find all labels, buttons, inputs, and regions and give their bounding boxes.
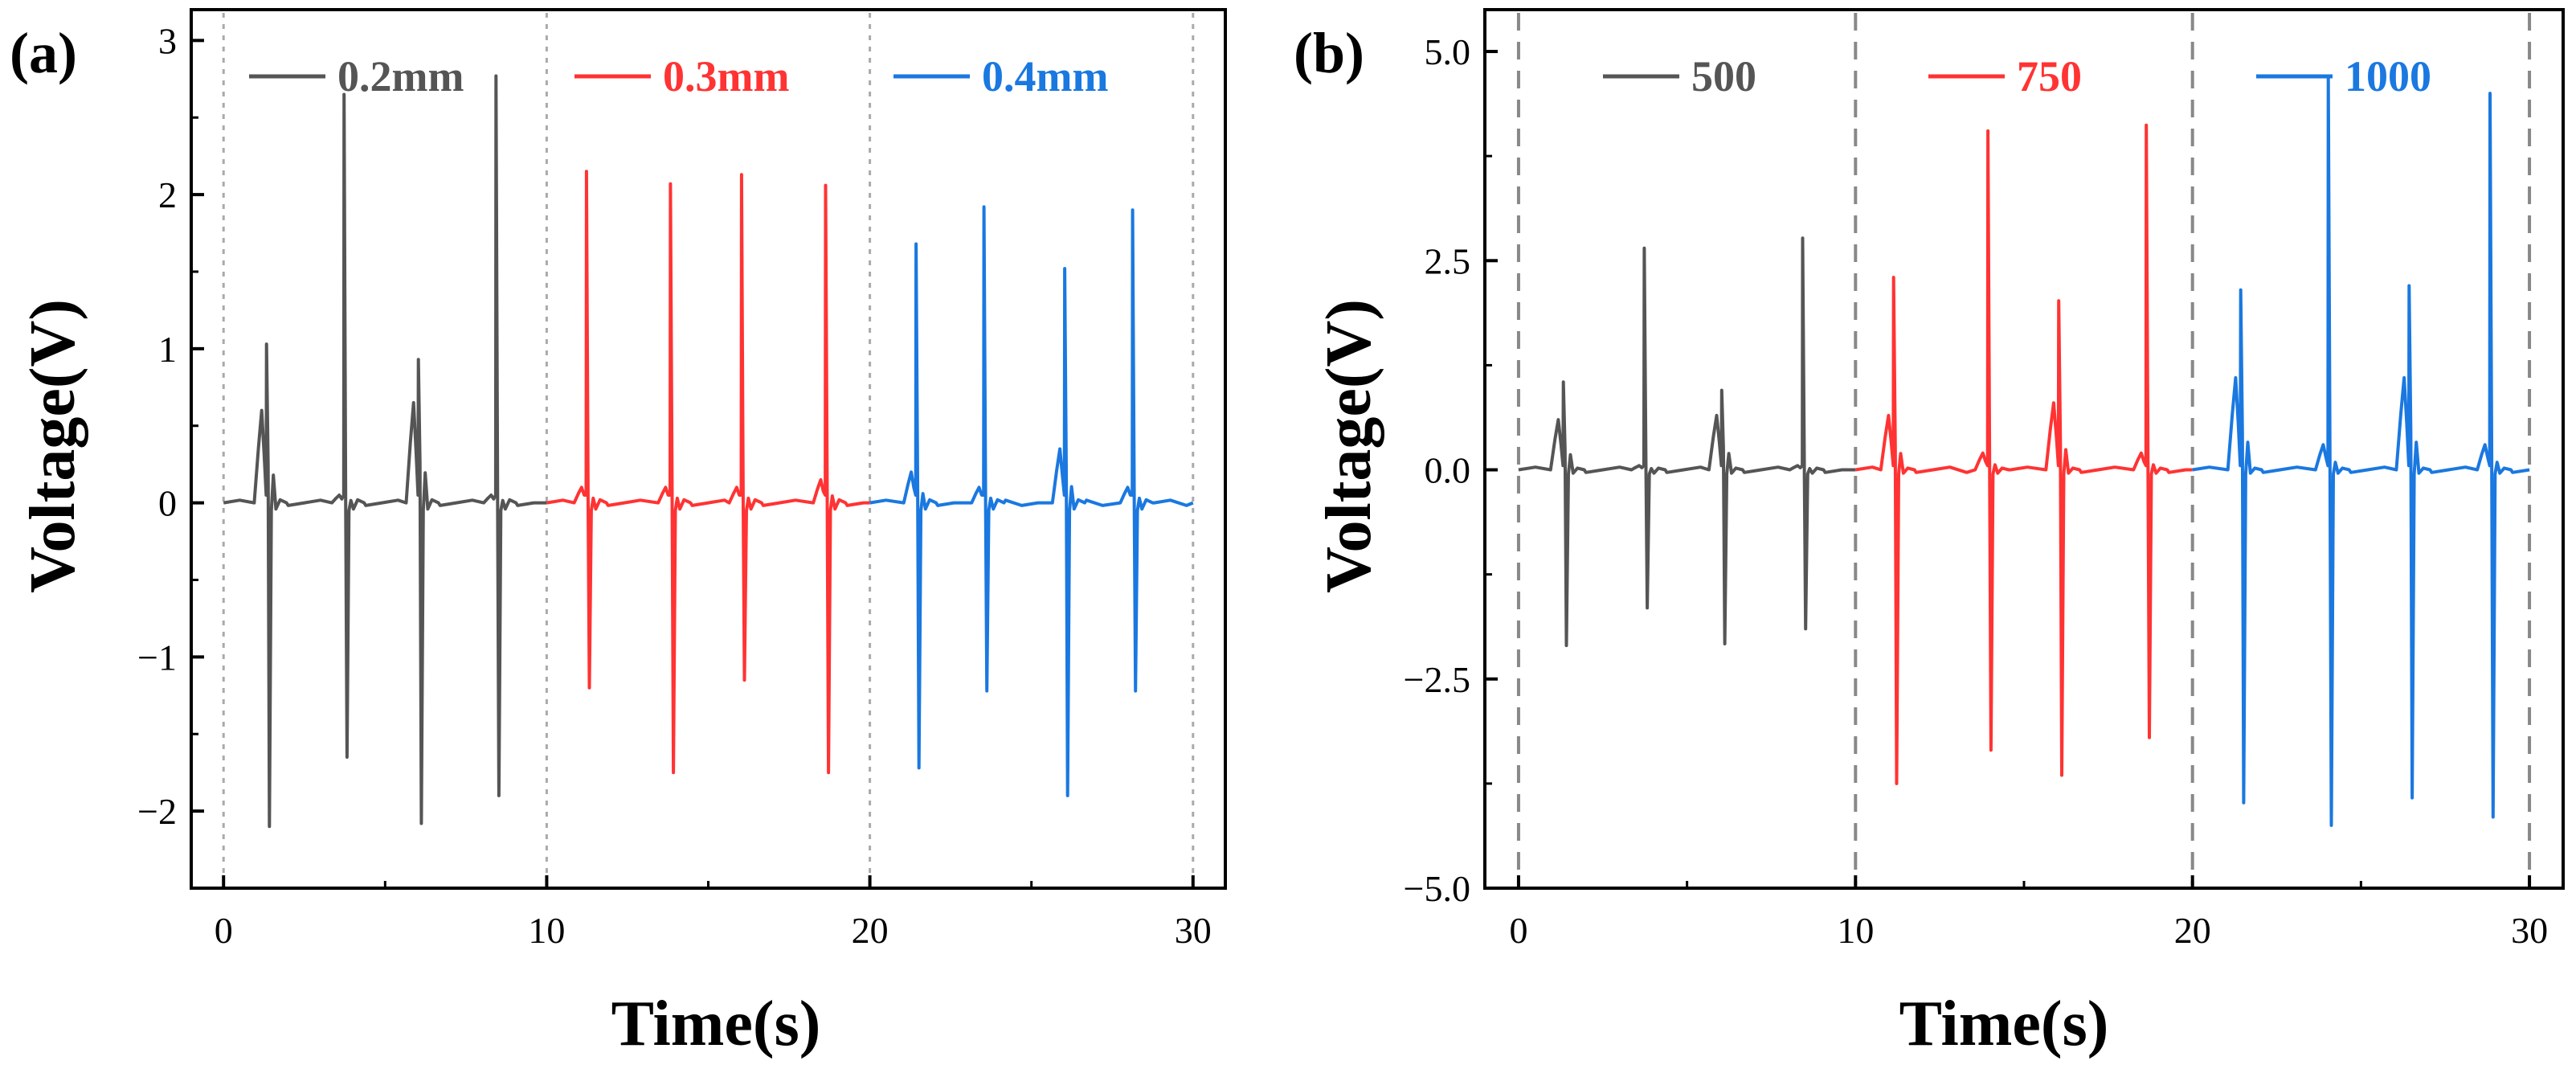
y-tick-label: 5.0: [1425, 31, 1471, 72]
chart-panel-a: (a) Voltage(V) Time(s) 0.2mm 0.3mm 0.4mm 0 1…: [10, 8, 1227, 1059]
x-axis-title: Time(s): [1899, 989, 2109, 1059]
y-axis-title: Voltage(V): [1314, 299, 1384, 593]
x-tick-label: 20: [852, 910, 889, 951]
chart-panel-b: (b) Voltage(V) Time(s) 500 750 1000 0 10 20 30…: [1294, 8, 2565, 1059]
plot-area: 0.2mm 0.3mm 0.4mm 0 10 20 30 −2 −1 0 1 2 3: [137, 8, 1227, 951]
x-tick-label: 10: [528, 910, 565, 951]
x-tick-label: 0: [215, 910, 233, 951]
legend-label: 0.2mm: [337, 52, 464, 100]
series-line-500: [1518, 236, 1856, 648]
series-line-04mm: [869, 205, 1194, 797]
plot-area: 500 750 1000 0 10 20 30 −5.0 −2.5 0.0 2.5 5.0: [1404, 8, 2565, 951]
y-tick-label: −5.0: [1404, 868, 1470, 909]
x-tick-label: 0: [1509, 910, 1527, 951]
legend-label: 500: [1691, 52, 1756, 100]
panel-label: (a): [10, 21, 77, 85]
legend-label: 0.4mm: [982, 52, 1108, 100]
y-axis-title: Voltage(V): [18, 299, 88, 593]
legend-label: 1000: [2345, 52, 2431, 100]
y-tick-label: 3: [158, 20, 177, 61]
legend-label: 0.3mm: [663, 52, 789, 100]
x-tick-label: 10: [1837, 910, 1874, 951]
x-axis-title: Time(s): [611, 989, 821, 1059]
legend-label: 750: [2017, 52, 2082, 100]
y-tick-label: 0: [158, 483, 177, 524]
y-tick-label: −2.5: [1404, 659, 1470, 700]
y-tick-label: 2: [158, 174, 177, 215]
y-tick-label: −2: [137, 791, 177, 832]
series-line-750: [1854, 123, 2193, 785]
series-line-03mm: [546, 170, 870, 775]
series-line-02mm: [223, 74, 547, 829]
panel-label: (b): [1294, 21, 1364, 85]
y-tick-label: 1: [158, 329, 177, 370]
y-tick-label: 0.0: [1425, 450, 1471, 491]
y-tick-label: 2.5: [1425, 240, 1471, 281]
y-tick-label: −1: [137, 637, 177, 678]
x-tick-label: 30: [2511, 910, 2548, 951]
x-tick-label: 30: [1175, 910, 1212, 951]
series-line-1000: [2192, 75, 2530, 827]
x-tick-label: 20: [2174, 910, 2211, 951]
